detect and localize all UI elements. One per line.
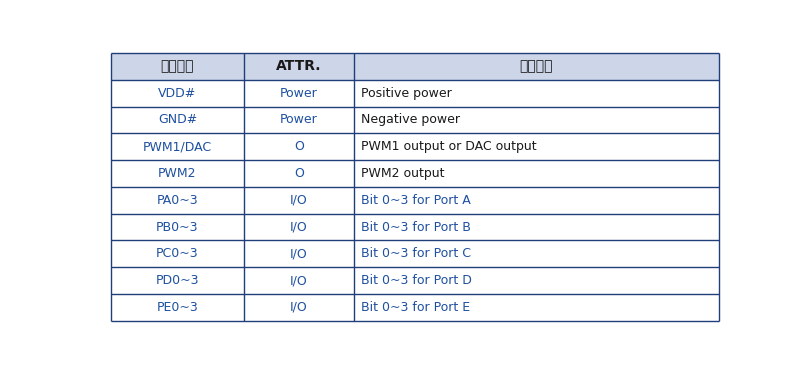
- Text: VDD#: VDD#: [159, 87, 197, 100]
- Text: PB0~3: PB0~3: [156, 221, 199, 233]
- Text: PD0~3: PD0~3: [155, 274, 199, 287]
- Bar: [354, 160, 718, 187]
- Bar: [244, 160, 354, 187]
- Bar: [111, 294, 244, 321]
- Text: PE0~3: PE0~3: [157, 301, 198, 314]
- Bar: [244, 53, 354, 80]
- Text: Positive power: Positive power: [362, 87, 452, 100]
- Bar: [354, 267, 718, 294]
- Text: Bit 0~3 for Port E: Bit 0~3 for Port E: [362, 301, 471, 314]
- Text: ATTR.: ATTR.: [277, 59, 322, 73]
- Bar: [244, 80, 354, 107]
- Text: PWM1/DAC: PWM1/DAC: [143, 140, 212, 153]
- Bar: [111, 213, 244, 240]
- Text: I/O: I/O: [290, 221, 308, 233]
- Text: PC0~3: PC0~3: [156, 247, 199, 260]
- Bar: [354, 107, 718, 133]
- Bar: [111, 267, 244, 294]
- Text: O: O: [294, 140, 304, 153]
- Text: Power: Power: [280, 113, 318, 127]
- Bar: [244, 294, 354, 321]
- Bar: [244, 240, 354, 267]
- Bar: [244, 213, 354, 240]
- Bar: [354, 240, 718, 267]
- Bar: [111, 80, 244, 107]
- Bar: [244, 107, 354, 133]
- Bar: [354, 53, 718, 80]
- Bar: [111, 107, 244, 133]
- Text: Power: Power: [280, 87, 318, 100]
- Bar: [354, 213, 718, 240]
- Bar: [354, 80, 718, 107]
- Text: GND#: GND#: [158, 113, 197, 127]
- Text: Bit 0~3 for Port C: Bit 0~3 for Port C: [362, 247, 472, 260]
- Text: O: O: [294, 167, 304, 180]
- Bar: [111, 133, 244, 160]
- Text: Bit 0~3 for Port D: Bit 0~3 for Port D: [362, 274, 472, 287]
- Text: I/O: I/O: [290, 194, 308, 207]
- Bar: [111, 240, 244, 267]
- Text: PWM2: PWM2: [159, 167, 197, 180]
- Text: PA0~3: PA0~3: [157, 194, 198, 207]
- Text: I/O: I/O: [290, 301, 308, 314]
- Text: I/O: I/O: [290, 247, 308, 260]
- Text: Bit 0~3 for Port A: Bit 0~3 for Port A: [362, 194, 471, 207]
- Text: Negative power: Negative power: [362, 113, 460, 127]
- Bar: [244, 187, 354, 213]
- Bar: [244, 267, 354, 294]
- Bar: [354, 294, 718, 321]
- Bar: [244, 133, 354, 160]
- Text: 脚位名称: 脚位名称: [161, 59, 194, 73]
- Bar: [111, 160, 244, 187]
- Text: PWM1 output or DAC output: PWM1 output or DAC output: [362, 140, 537, 153]
- Bar: [354, 187, 718, 213]
- Text: Bit 0~3 for Port B: Bit 0~3 for Port B: [362, 221, 471, 233]
- Bar: [111, 187, 244, 213]
- Text: PWM2 output: PWM2 output: [362, 167, 445, 180]
- Text: I/O: I/O: [290, 274, 308, 287]
- Text: 脚位描述: 脚位描述: [519, 59, 553, 73]
- Bar: [354, 133, 718, 160]
- Bar: [111, 53, 244, 80]
